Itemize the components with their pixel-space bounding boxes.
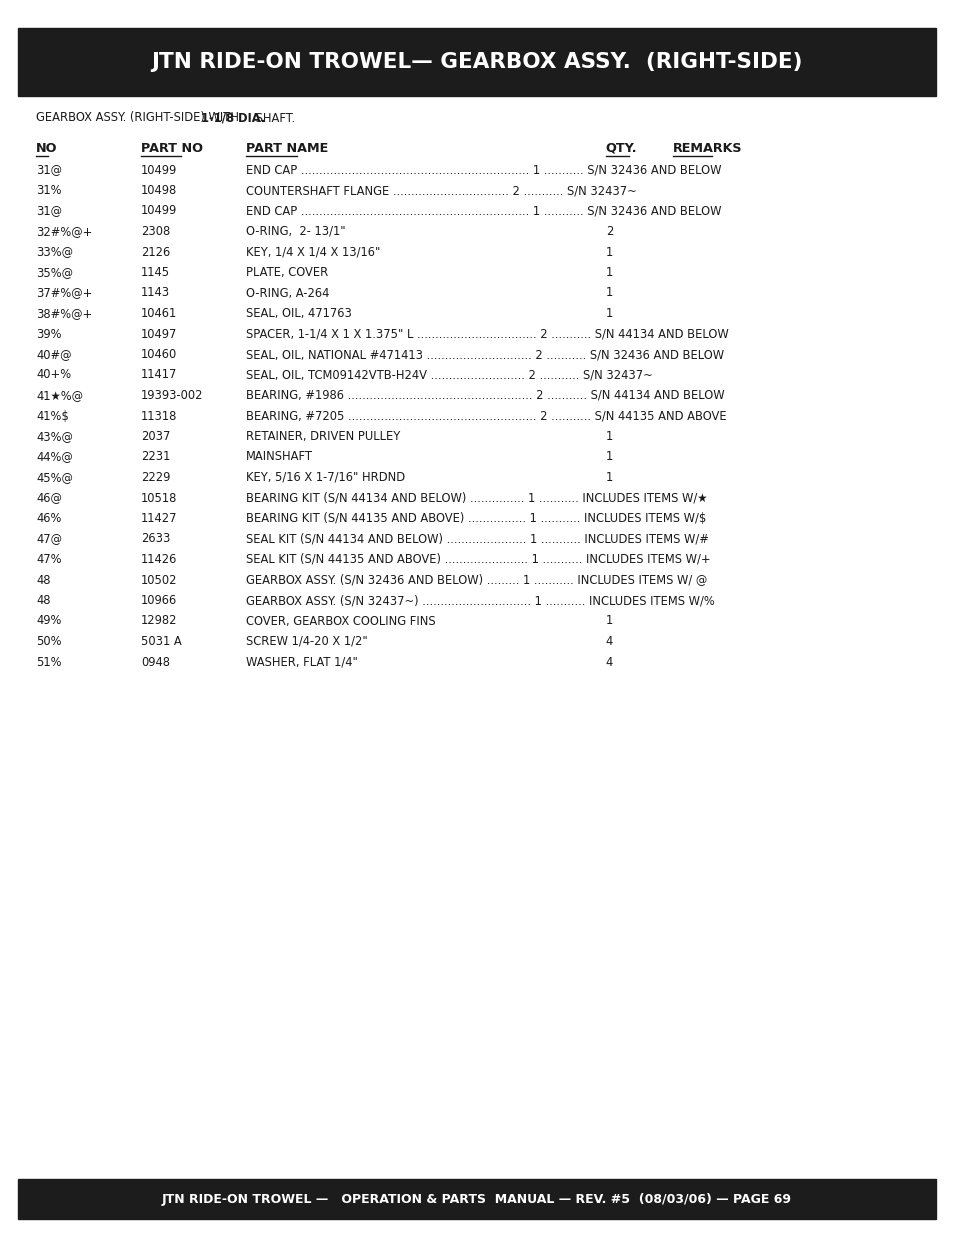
Text: 12982: 12982 (141, 615, 177, 627)
Text: 1: 1 (605, 615, 613, 627)
Text: 11426: 11426 (141, 553, 177, 566)
Text: 1: 1 (605, 308, 613, 320)
Text: KEY, 5/16 X 1-7/16" HRDND: KEY, 5/16 X 1-7/16" HRDND (246, 471, 405, 484)
Text: 10518: 10518 (141, 492, 177, 505)
Text: 1: 1 (605, 430, 613, 443)
Text: 41%$: 41%$ (36, 410, 69, 422)
Text: 50%: 50% (36, 635, 62, 648)
Text: SEAL KIT (S/N 44134 AND BELOW) ...................... 1 ........... INCLUDES ITE: SEAL KIT (S/N 44134 AND BELOW) .........… (246, 532, 708, 546)
Text: 43%@: 43%@ (36, 430, 73, 443)
Text: 1: 1 (605, 451, 613, 463)
Text: 51%: 51% (36, 656, 62, 668)
Text: 1: 1 (605, 266, 613, 279)
Text: MAINSHAFT: MAINSHAFT (246, 451, 313, 463)
Text: JTN RIDE-ON TROWEL —   OPERATION & PARTS  MANUAL — REV. #5  (08/03/06) — PAGE 69: JTN RIDE-ON TROWEL — OPERATION & PARTS M… (162, 1193, 791, 1205)
Text: RETAINER, DRIVEN PULLEY: RETAINER, DRIVEN PULLEY (246, 430, 400, 443)
Text: 31@: 31@ (36, 163, 62, 177)
Text: 48: 48 (36, 594, 51, 606)
Text: 31@: 31@ (36, 205, 62, 217)
Text: QTY.: QTY. (605, 142, 637, 154)
Text: END CAP ............................................................... 1 ......: END CAP ................................… (246, 205, 720, 217)
Text: GEARBOX ASSY. (RIGHT-SIDE) WITH: GEARBOX ASSY. (RIGHT-SIDE) WITH (36, 111, 242, 125)
Text: 10497: 10497 (141, 327, 177, 341)
Text: 33%@: 33%@ (36, 246, 73, 258)
Text: 19393-002: 19393-002 (141, 389, 204, 403)
Text: 48: 48 (36, 573, 51, 587)
Text: 40+%: 40+% (36, 368, 71, 382)
Text: 35%@: 35%@ (36, 266, 73, 279)
Bar (18, 28, 935, 96)
Text: COUNTERSHAFT FLANGE ................................ 2 ........... S/N 32437~: COUNTERSHAFT FLANGE ....................… (246, 184, 637, 198)
Text: 47@: 47@ (36, 532, 62, 546)
Text: 2231: 2231 (141, 451, 171, 463)
Text: 2229: 2229 (141, 471, 171, 484)
Text: WASHER, FLAT 1/4": WASHER, FLAT 1/4" (246, 656, 357, 668)
Text: SCREW 1/4-20 X 1/2": SCREW 1/4-20 X 1/2" (246, 635, 368, 648)
Text: COVER, GEARBOX COOLING FINS: COVER, GEARBOX COOLING FINS (246, 615, 436, 627)
Text: 2037: 2037 (141, 430, 171, 443)
Text: 1: 1 (605, 287, 613, 300)
Text: 1143: 1143 (141, 287, 171, 300)
Text: 2633: 2633 (141, 532, 171, 546)
Text: 10460: 10460 (141, 348, 177, 361)
Text: BEARING, #7205 .................................................... 2 ..........: BEARING, #7205 .........................… (246, 410, 726, 422)
Text: GEARBOX ASSY. (S/N 32436 AND BELOW) ......... 1 ........... INCLUDES ITEMS W/ @: GEARBOX ASSY. (S/N 32436 AND BELOW) ....… (246, 573, 706, 587)
Text: 1: 1 (605, 246, 613, 258)
Text: 38#%@+: 38#%@+ (36, 308, 92, 320)
Text: 41★%@: 41★%@ (36, 389, 83, 403)
Text: BEARING, #1986 ................................................... 2 ...........: BEARING, #1986 .........................… (246, 389, 724, 403)
Text: 0948: 0948 (141, 656, 170, 668)
Text: 10499: 10499 (141, 163, 177, 177)
Text: KEY, 1/4 X 1/4 X 13/16": KEY, 1/4 X 1/4 X 13/16" (246, 246, 380, 258)
Text: PART NO: PART NO (141, 142, 203, 154)
Text: 40#@: 40#@ (36, 348, 71, 361)
Text: PLATE, COVER: PLATE, COVER (246, 266, 328, 279)
Text: 10966: 10966 (141, 594, 177, 606)
Text: 31%: 31% (36, 184, 62, 198)
Bar (18, 1179, 935, 1219)
Text: 10461: 10461 (141, 308, 177, 320)
Text: SEAL, OIL, 471763: SEAL, OIL, 471763 (246, 308, 352, 320)
Text: 10502: 10502 (141, 573, 177, 587)
Text: SHAFT.: SHAFT. (252, 111, 294, 125)
Text: SEAL, OIL, NATIONAL #471413 ............................. 2 ........... S/N 3243: SEAL, OIL, NATIONAL #471413 ............… (246, 348, 723, 361)
Text: 2308: 2308 (141, 225, 171, 238)
Text: 2126: 2126 (141, 246, 171, 258)
Text: SEAL KIT (S/N 44135 AND ABOVE) ....................... 1 ........... INCLUDES IT: SEAL KIT (S/N 44135 AND ABOVE) .........… (246, 553, 710, 566)
Text: 49%: 49% (36, 615, 62, 627)
Text: 39%: 39% (36, 327, 62, 341)
Text: 11417: 11417 (141, 368, 177, 382)
Text: GEARBOX ASSY. (S/N 32437~) .............................. 1 ........... INCLUDES: GEARBOX ASSY. (S/N 32437~) .............… (246, 594, 714, 606)
Text: PART NAME: PART NAME (246, 142, 328, 154)
Text: 11427: 11427 (141, 513, 177, 525)
Text: 46@: 46@ (36, 492, 62, 505)
Text: 37#%@+: 37#%@+ (36, 287, 92, 300)
Text: 32#%@+: 32#%@+ (36, 225, 92, 238)
Text: 1: 1 (605, 471, 613, 484)
Text: REMARKS: REMARKS (672, 142, 741, 154)
Text: BEARING KIT (S/N 44135 AND ABOVE) ................ 1 ........... INCLUDES ITEMS : BEARING KIT (S/N 44135 AND ABOVE) ......… (246, 513, 705, 525)
Text: END CAP ............................................................... 1 ......: END CAP ................................… (246, 163, 720, 177)
Text: 46%: 46% (36, 513, 62, 525)
Text: 5031 A: 5031 A (141, 635, 182, 648)
Text: BEARING KIT (S/N 44134 AND BELOW) ............... 1 ........... INCLUDES ITEMS W: BEARING KIT (S/N 44134 AND BELOW) ......… (246, 492, 707, 505)
Text: 11318: 11318 (141, 410, 177, 422)
Text: 4: 4 (605, 635, 613, 648)
Text: SPACER, 1-1/4 X 1 X 1.375" L ................................. 2 ........... S/N: SPACER, 1-1/4 X 1 X 1.375" L ...........… (246, 327, 728, 341)
Text: SEAL, OIL, TCM09142VTB-H24V .......................... 2 ........... S/N 32437~: SEAL, OIL, TCM09142VTB-H24V ............… (246, 368, 652, 382)
Text: JTN RIDE-ON TROWEL— GEARBOX ASSY.  (RIGHT-SIDE): JTN RIDE-ON TROWEL— GEARBOX ASSY. (RIGHT… (152, 52, 801, 72)
Text: 4: 4 (605, 656, 613, 668)
Text: 10499: 10499 (141, 205, 177, 217)
Text: 10498: 10498 (141, 184, 177, 198)
Text: O-RING, A-264: O-RING, A-264 (246, 287, 329, 300)
Text: NO: NO (36, 142, 58, 154)
Text: 45%@: 45%@ (36, 471, 73, 484)
Text: 44%@: 44%@ (36, 451, 73, 463)
Text: 2: 2 (605, 225, 613, 238)
Text: O-RING,  2- 13/1": O-RING, 2- 13/1" (246, 225, 345, 238)
Text: 47%: 47% (36, 553, 62, 566)
Text: 1-1/8 DIA.: 1-1/8 DIA. (200, 111, 265, 125)
Text: 1145: 1145 (141, 266, 171, 279)
